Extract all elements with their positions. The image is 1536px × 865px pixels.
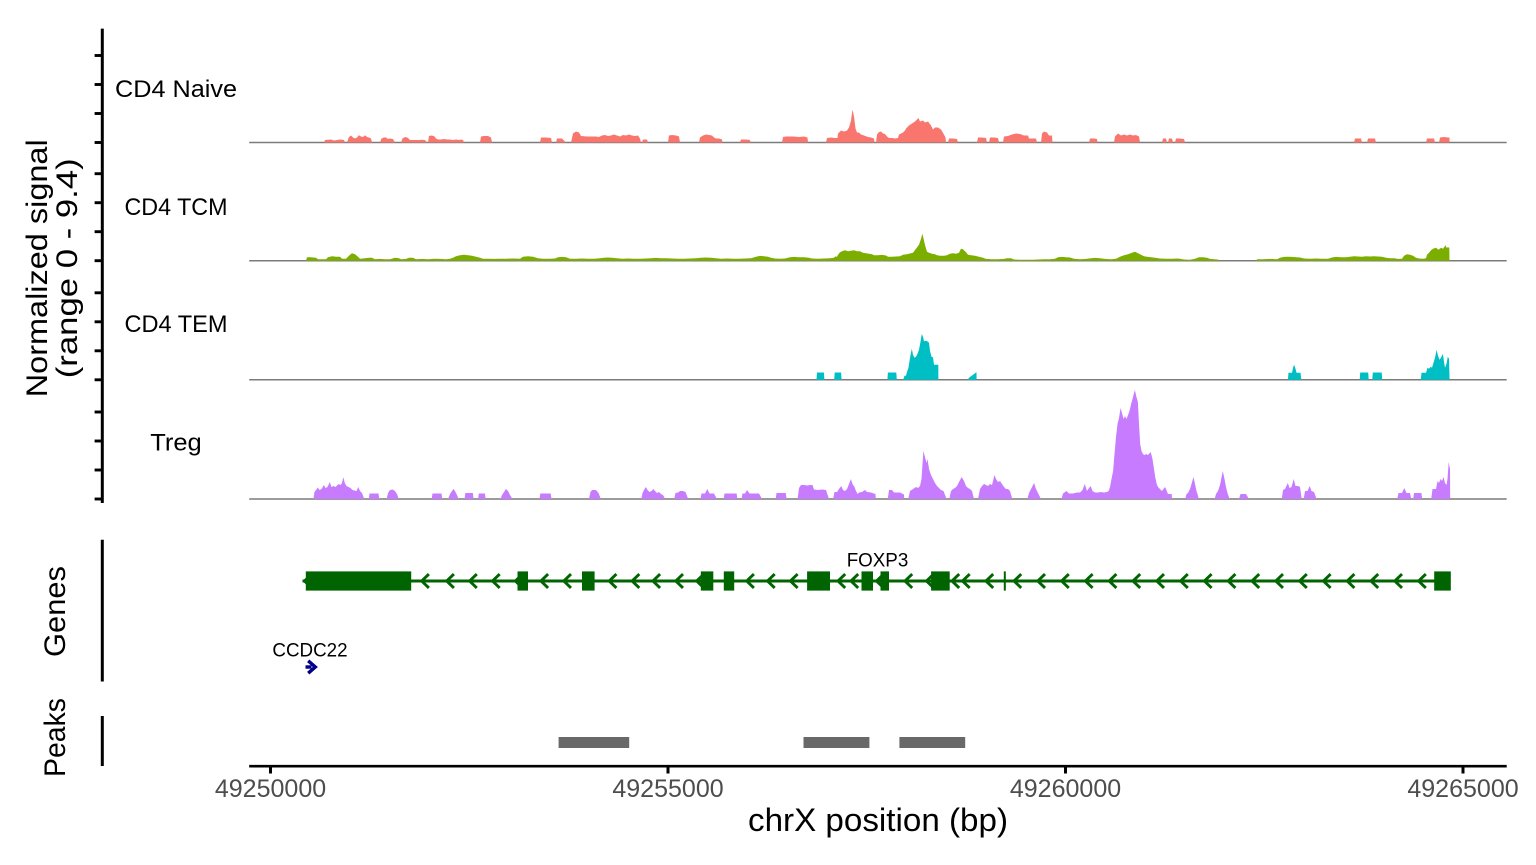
svg-text:Normalized signal: Normalized signal (21, 139, 54, 397)
svg-text:CD4 TCM: CD4 TCM (125, 194, 228, 221)
svg-text:49255000: 49255000 (612, 775, 723, 803)
svg-text:CD4 Naive: CD4 Naive (115, 76, 237, 103)
svg-text:Treg: Treg (150, 430, 202, 457)
svg-text:CD4 TEM: CD4 TEM (125, 311, 228, 338)
svg-text:49260000: 49260000 (1010, 775, 1121, 803)
svg-text:Genes: Genes (39, 566, 72, 657)
svg-text:49265000: 49265000 (1407, 775, 1518, 803)
svg-text:CCDC22: CCDC22 (272, 641, 347, 662)
svg-text:Peaks: Peaks (39, 698, 72, 777)
svg-text:FOXP3: FOXP3 (847, 551, 909, 572)
svg-text:49250000: 49250000 (215, 775, 326, 803)
svg-text:(range 0 - 9.4): (range 0 - 9.4) (51, 158, 84, 378)
svg-text:chrX position (bp): chrX position (bp) (748, 802, 1008, 838)
